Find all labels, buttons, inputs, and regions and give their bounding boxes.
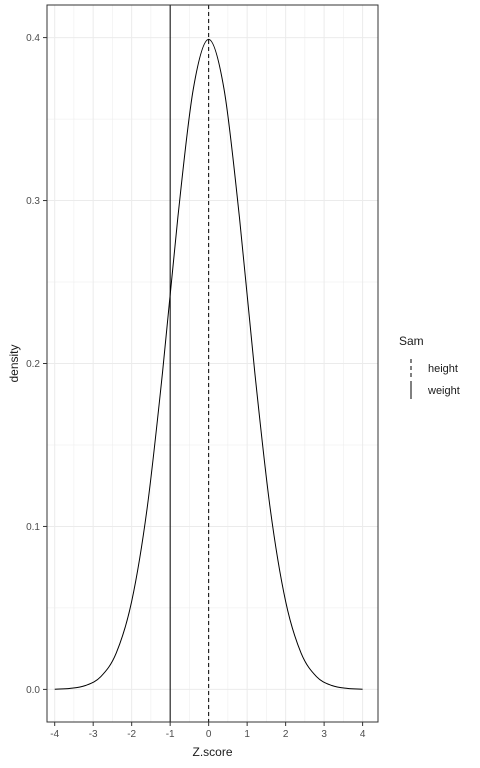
legend: Sam height weight bbox=[399, 334, 460, 399]
legend-label-height: height bbox=[428, 363, 458, 375]
y-tick-label: 0.2 bbox=[26, 359, 40, 370]
y-axis-title: density bbox=[7, 344, 21, 382]
y-tick-label: 0.3 bbox=[26, 196, 40, 207]
x-tick-label: -2 bbox=[127, 729, 136, 740]
y-tick-label: 0.4 bbox=[26, 33, 40, 44]
density-curve bbox=[54, 38, 363, 690]
legend-label-weight: weight bbox=[427, 385, 460, 397]
x-tick-label: -3 bbox=[89, 729, 98, 740]
x-tick-label: 2 bbox=[283, 729, 289, 740]
x-axis-title: Z.score bbox=[192, 745, 232, 759]
x-tick-label: 4 bbox=[360, 729, 366, 740]
y-axis: 0.0 0.1 0.2 0.3 0.4 bbox=[26, 33, 47, 696]
x-tick-label: 1 bbox=[244, 729, 250, 740]
legend-title: Sam bbox=[399, 334, 424, 348]
legend-entries: height weight bbox=[410, 359, 460, 399]
y-tick-label: 0.1 bbox=[26, 522, 40, 533]
x-tick-label: -1 bbox=[166, 729, 175, 740]
reference-lines bbox=[169, 5, 210, 722]
x-axis: -4 -3 -2 -1 0 1 2 3 4 bbox=[50, 722, 366, 740]
y-tick-label: 0.0 bbox=[26, 685, 40, 696]
x-tick-label: -4 bbox=[50, 729, 59, 740]
x-tick-label: 3 bbox=[321, 729, 327, 740]
x-tick-label: 0 bbox=[206, 729, 212, 740]
major-gridlines bbox=[47, 5, 378, 722]
